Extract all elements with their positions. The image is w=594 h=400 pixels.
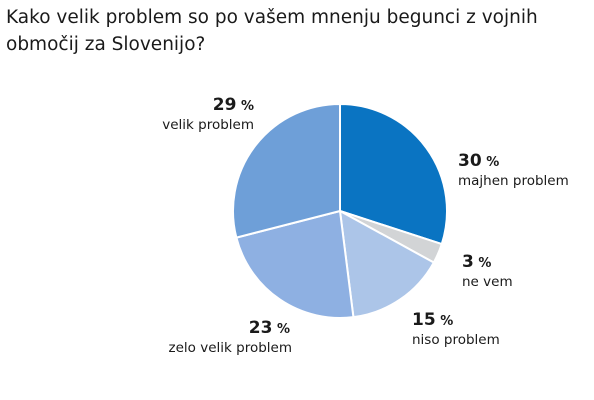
pie-slices [232,103,448,319]
slice-category-label: velik problem [162,117,254,133]
slice-value-label: 15 % [412,310,453,330]
pie-labels: 30 % majhen problem 3 % ne vem 15 % niso prob… [162,95,569,356]
slice-category-label: ne vem [462,274,513,290]
pie-slice-majhen-problem [339,103,448,246]
pie-slice-zelo-velik-problem [235,210,355,319]
slice-value-label: 30 % [458,151,499,171]
slice-category-label: majhen problem [458,173,569,189]
slice-value-label: 3 % [462,252,491,272]
slice-category-label: niso problem [412,332,500,348]
chart-title: Kako velik problem so po vašem mnenju be… [6,7,538,55]
pie-slice-velik-problem [232,103,341,239]
pie-slice-niso-problem [339,210,435,319]
slice-value-label: 23 % [249,318,290,338]
slice-category-label: zelo velik problem [169,340,292,356]
slice-value-label: 29 % [213,95,254,115]
